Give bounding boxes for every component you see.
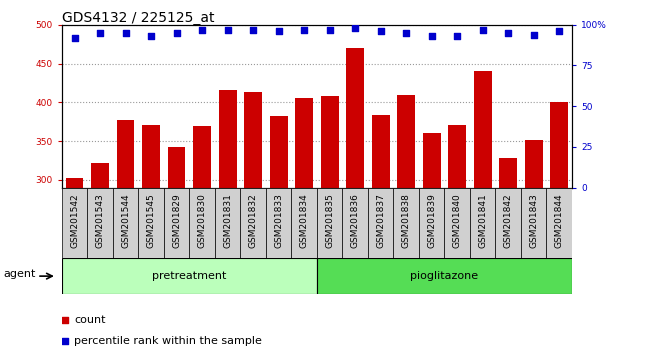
Bar xyxy=(525,140,543,188)
Bar xyxy=(419,188,445,258)
Bar xyxy=(521,188,547,258)
Text: GSM201830: GSM201830 xyxy=(198,193,207,248)
Bar xyxy=(116,120,135,188)
Text: GSM201839: GSM201839 xyxy=(427,193,436,248)
Text: pioglitazone: pioglitazone xyxy=(410,271,478,281)
Bar xyxy=(244,92,262,188)
Point xyxy=(299,27,309,33)
Bar xyxy=(270,116,287,188)
Point xyxy=(503,30,514,36)
Text: GSM201838: GSM201838 xyxy=(402,193,411,248)
Bar xyxy=(470,188,495,258)
Text: GSM201543: GSM201543 xyxy=(96,193,105,248)
Text: pretreatment: pretreatment xyxy=(152,271,226,281)
Bar xyxy=(317,258,572,294)
Point xyxy=(376,28,386,34)
Text: agent: agent xyxy=(3,269,36,279)
Bar xyxy=(164,188,189,258)
Bar xyxy=(445,188,470,258)
Bar xyxy=(168,147,185,188)
Text: GSM201835: GSM201835 xyxy=(325,193,334,248)
Bar xyxy=(142,125,160,188)
Point xyxy=(274,28,284,34)
Text: GSM201831: GSM201831 xyxy=(223,193,232,248)
Text: GSM201829: GSM201829 xyxy=(172,193,181,248)
Point xyxy=(60,338,70,344)
Text: GSM201841: GSM201841 xyxy=(478,193,488,248)
Bar xyxy=(547,188,572,258)
Text: GSM201836: GSM201836 xyxy=(350,193,359,248)
Text: GDS4132 / 225125_at: GDS4132 / 225125_at xyxy=(62,11,214,25)
Bar xyxy=(291,188,317,258)
Point xyxy=(146,33,156,39)
Bar xyxy=(113,188,138,258)
Point xyxy=(172,30,182,36)
Bar xyxy=(91,163,109,188)
Bar xyxy=(138,188,164,258)
Point xyxy=(197,27,207,33)
Bar xyxy=(343,188,368,258)
Bar xyxy=(551,102,568,188)
Bar xyxy=(87,188,113,258)
Text: GSM201833: GSM201833 xyxy=(274,193,283,248)
Bar xyxy=(189,188,214,258)
Bar xyxy=(266,188,291,258)
Bar xyxy=(62,258,317,294)
Text: percentile rank within the sample: percentile rank within the sample xyxy=(74,336,262,346)
Text: GSM201844: GSM201844 xyxy=(554,193,564,248)
Bar xyxy=(240,188,266,258)
Text: GSM201840: GSM201840 xyxy=(452,193,462,248)
Bar xyxy=(193,126,211,188)
Text: GSM201545: GSM201545 xyxy=(146,193,155,248)
Point xyxy=(478,27,488,33)
Bar xyxy=(393,188,419,258)
Bar xyxy=(320,96,339,188)
Point xyxy=(60,317,70,323)
Text: count: count xyxy=(74,315,105,325)
Point xyxy=(324,27,335,33)
Text: GSM201834: GSM201834 xyxy=(300,193,309,248)
Text: GSM201544: GSM201544 xyxy=(121,193,130,248)
Bar xyxy=(218,90,237,188)
Bar xyxy=(499,158,517,188)
Bar xyxy=(214,188,240,258)
Point xyxy=(554,28,564,34)
Point xyxy=(350,25,360,31)
Bar xyxy=(66,178,83,188)
Point xyxy=(248,27,258,33)
Bar xyxy=(372,115,389,188)
Point xyxy=(95,30,105,36)
Text: GSM201832: GSM201832 xyxy=(248,193,257,248)
Bar xyxy=(448,125,466,188)
Bar xyxy=(346,48,364,188)
Bar xyxy=(295,98,313,188)
Point xyxy=(401,30,411,36)
Text: GSM201842: GSM201842 xyxy=(504,193,513,248)
Bar xyxy=(368,188,393,258)
Bar xyxy=(62,188,87,258)
Bar xyxy=(422,132,441,188)
Bar xyxy=(474,70,491,188)
Bar xyxy=(495,188,521,258)
Point xyxy=(426,33,437,39)
Bar xyxy=(317,188,343,258)
Point xyxy=(452,33,462,39)
Point xyxy=(70,35,80,41)
Text: GSM201837: GSM201837 xyxy=(376,193,385,248)
Point xyxy=(120,30,131,36)
Point xyxy=(528,32,539,38)
Text: GSM201843: GSM201843 xyxy=(529,193,538,248)
Bar xyxy=(397,95,415,188)
Point xyxy=(222,27,233,33)
Text: GSM201542: GSM201542 xyxy=(70,193,79,248)
